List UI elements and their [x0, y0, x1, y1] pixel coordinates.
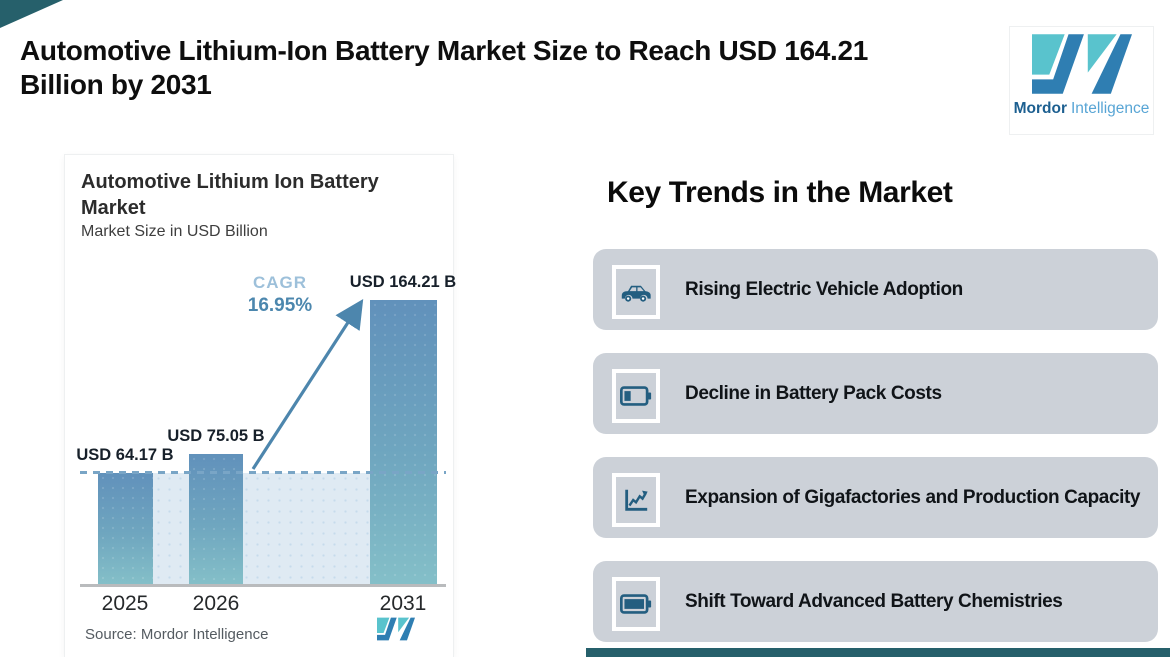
trend-label: Rising Electric Vehicle Adoption — [685, 278, 963, 300]
trend-row-gigafactories: Expansion of Gigafactories and Productio… — [593, 457, 1158, 538]
trend-label: Expansion of Gigafactories and Productio… — [685, 486, 1141, 508]
trend-row-battery-chemistries: Shift Toward Advanced Battery Chemistrie… — [593, 561, 1158, 642]
x-axis-line — [80, 584, 446, 587]
trend-icon-box — [612, 577, 660, 631]
dashed-baseline — [80, 471, 446, 474]
brand-logo-box: Mordor Intelligence — [1010, 27, 1153, 134]
battery-full-icon — [620, 594, 652, 614]
brand-name-bold: Mordor — [1013, 100, 1067, 117]
trend-label: Decline in Battery Pack Costs — [685, 382, 942, 404]
chart-panel: Automotive Lithium Ion Battery Market Ma… — [65, 155, 457, 657]
key-trends-heading: Key Trends in the Market — [607, 176, 953, 209]
bar-2026 — [189, 454, 243, 584]
source-note: Source: Mordor Intelligence — [85, 626, 269, 643]
trend-icon-box — [612, 473, 660, 527]
page-title-line1: Automotive Lithium-Ion Battery Market Si… — [20, 35, 869, 66]
bar-value-2031: USD 164.21 B — [349, 273, 457, 291]
chart-subtitle: Market Size in USD Billion — [81, 223, 268, 240]
chart-title: Automotive Lithium Ion Battery Market — [81, 171, 379, 219]
trend-row-ev-adoption: Rising Electric Vehicle Adoption — [593, 249, 1158, 330]
cagr-label: CAGR — [252, 273, 308, 292]
page-title-line2: Billion by 2031 — [20, 68, 212, 100]
trend-icon-box — [612, 369, 660, 423]
cagr-annotation: CAGR 16.95% — [230, 273, 330, 317]
mordor-m-mark-icon — [1032, 34, 1132, 94]
x-tick-2026: 2026 — [192, 592, 240, 615]
growth-chart-icon — [625, 489, 648, 511]
bar-2025 — [98, 473, 153, 584]
brand-name-light: Intelligence — [1070, 100, 1150, 117]
trend-label: Shift Toward Advanced Battery Chemistrie… — [685, 590, 1063, 612]
car-icon — [621, 285, 651, 302]
x-tick-2025: 2025 — [101, 592, 149, 615]
battery-low-icon — [620, 386, 652, 406]
corner-accent-triangle — [0, 0, 63, 28]
bar-2031 — [370, 300, 437, 584]
bottom-accent-bar — [586, 648, 1170, 657]
mordor-m-mark-small-icon — [377, 617, 415, 641]
bar-value-2025: USD 64.17 B — [76, 446, 174, 465]
brand-logo-text: Mordor Intelligence — [1014, 100, 1150, 118]
cagr-value: 16.95% — [247, 295, 313, 316]
bar-value-2026: USD 75.05 B — [167, 427, 265, 446]
trend-icon-box — [612, 265, 660, 319]
x-tick-2031: 2031 — [379, 592, 427, 615]
page-title: Automotive Lithium-Ion Battery Market Si… — [20, 34, 1020, 101]
trend-row-battery-costs: Decline in Battery Pack Costs — [593, 353, 1158, 434]
